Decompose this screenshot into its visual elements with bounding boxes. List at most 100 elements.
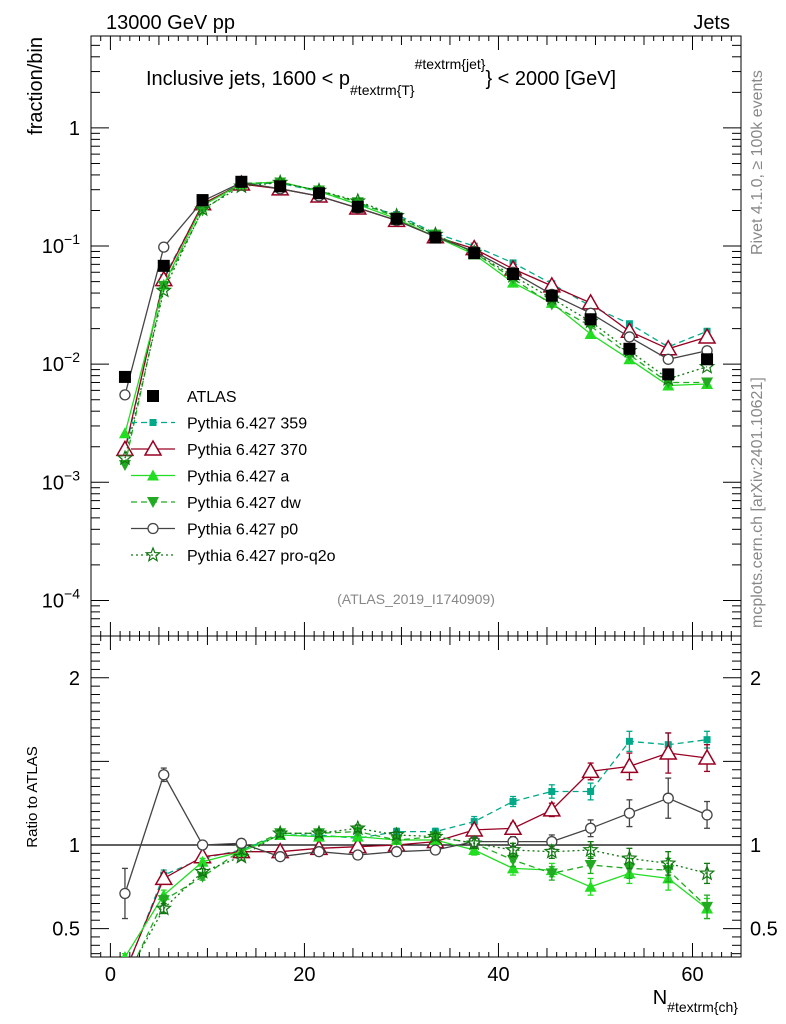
x-tick-label: 0 (105, 964, 116, 986)
ratio-point (543, 843, 561, 859)
x-tick-label: 60 (681, 964, 703, 986)
main-y-tick-label: 10−3 (42, 467, 80, 494)
legend-entry: Pythia 6.427 dw (131, 495, 301, 512)
main-y-tick-label: 10−1 (42, 231, 80, 258)
ratio-line (124, 773, 708, 894)
ratio-series-pythia-6-427-359 (121, 730, 711, 977)
legend-label: Pythia 6.427 p0 (187, 522, 298, 539)
legend-label: Pythia 6.427 pro-q2o (187, 548, 336, 565)
ratio-point (119, 887, 131, 900)
ratio-series-pythia-6-427-a (121, 828, 714, 957)
ratio-point (582, 841, 599, 858)
ratio-point (621, 849, 638, 866)
data-point (158, 241, 170, 253)
data-point (623, 342, 636, 355)
data-point (312, 187, 325, 200)
ratio-point (121, 970, 128, 977)
ratio-point (584, 860, 597, 872)
ratio-point (390, 846, 403, 858)
data-point (697, 327, 717, 344)
title-prefix: Inclusive jets, 1600 < p (146, 68, 350, 90)
data-point (701, 353, 714, 366)
ratio-point (427, 827, 444, 844)
data-point (584, 313, 597, 326)
data-point (429, 231, 442, 244)
data-point (118, 427, 131, 439)
ratio-y-tick-label: 2 (69, 668, 80, 690)
main-plot-frame (90, 35, 742, 637)
data-point (196, 205, 209, 217)
legend-entry: Pythia 6.427 359 (131, 416, 307, 433)
ratio-line (130, 739, 708, 957)
ratio-point (548, 787, 556, 795)
legend-marker (149, 419, 157, 426)
ratio-point (701, 901, 714, 913)
data-point (115, 439, 135, 457)
data-point (155, 281, 172, 298)
ratio-point (698, 864, 716, 881)
ratio-point (584, 880, 597, 892)
legend-label: ATLAS (187, 389, 237, 406)
main-series-pythia-6-427-359 (121, 179, 711, 456)
legend-entry: Pythia 6.427 370 (131, 439, 307, 459)
ratio-point (545, 868, 558, 880)
x-axis-label-subscript: #textrm{ch} (667, 999, 738, 1015)
ratio-point (121, 951, 129, 957)
data-point (194, 200, 211, 217)
ratio-axes: 0 20 40 60 0.5 0.5 1 1 2 2 (52, 635, 778, 986)
legend-label: Pythia 6.427 a (187, 469, 289, 486)
ratio-y-tick-label: 0.5 (52, 919, 80, 941)
legend-marker (147, 522, 159, 535)
title-subscript: #textrm{T} (350, 82, 415, 98)
beam-label: 13000 GeV pp (106, 12, 235, 34)
ratio-point (117, 964, 133, 978)
main-series-atlas (118, 175, 714, 383)
main-y-tick-label: 1 (69, 118, 80, 140)
ratio-point (507, 855, 520, 867)
ratio-point (349, 819, 366, 836)
main-series-pythia-6-427-370 (115, 174, 717, 457)
legend-entry: Pythia 6.427 a (131, 469, 289, 486)
data-point (623, 331, 636, 343)
ratio-point (507, 862, 520, 874)
ratio-point (703, 736, 711, 744)
ratio-point (196, 855, 209, 867)
ratio-plot-frame (90, 635, 742, 958)
legend-marker (147, 469, 159, 481)
data-point (274, 180, 287, 193)
ratio-point (118, 972, 131, 985)
data-point (581, 293, 600, 310)
title-suffix: } < 2000 [GeV] (485, 68, 616, 90)
ratio-point (431, 828, 439, 836)
ratio-y-tick-label-right: 1 (750, 835, 761, 857)
ratio-point (271, 824, 289, 841)
ratio-point (658, 743, 678, 760)
ratio-point (154, 868, 174, 886)
ratio-point (504, 841, 522, 858)
ratio-point (587, 787, 595, 795)
ratio-line (124, 834, 708, 957)
data-point (545, 289, 558, 302)
ratio-point (388, 826, 405, 842)
analysis-id-label: (ATLAS_2019_I1740909) (337, 591, 495, 607)
data-point (662, 353, 674, 365)
ratio-series-pythia-6-427-p0 (119, 767, 713, 920)
legend: ATLAS Pythia 6.427 359 Pythia 6.427 370 Pyt… (131, 389, 336, 565)
legend-entry: Pythia 6.427 p0 (131, 522, 298, 539)
ratio-point (662, 792, 674, 804)
ratio-point (274, 851, 286, 863)
main-y-tick-label: 10−2 (42, 349, 80, 376)
ratio-point (196, 839, 209, 851)
data-point (157, 280, 170, 292)
data-point (507, 267, 520, 280)
ratio-point (697, 748, 717, 765)
ratio-point (620, 756, 639, 774)
ratio-point (464, 820, 484, 837)
series-line (124, 182, 708, 453)
legend-label: Pythia 6.427 dw (187, 495, 301, 512)
series-line (124, 181, 708, 434)
legend-marker (147, 390, 159, 402)
legend-label: Pythia 6.427 370 (187, 442, 307, 459)
legend-marker (144, 546, 162, 563)
